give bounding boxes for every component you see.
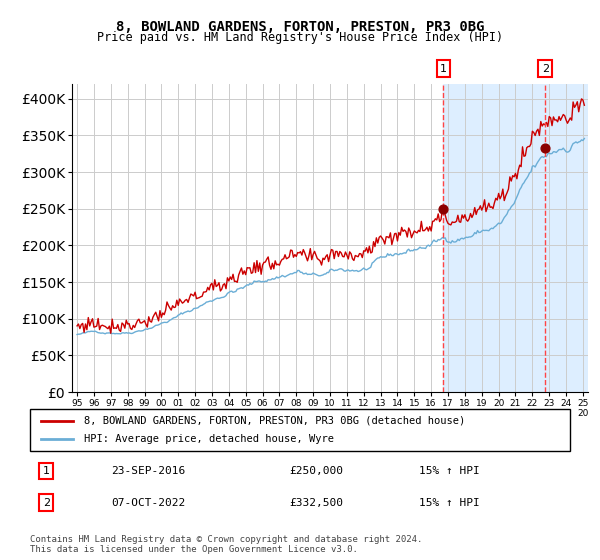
Text: £332,500: £332,500 <box>289 498 343 507</box>
Text: 1: 1 <box>440 64 447 73</box>
Text: 8, BOWLAND GARDENS, FORTON, PRESTON, PR3 0BG: 8, BOWLAND GARDENS, FORTON, PRESTON, PR3… <box>116 20 484 34</box>
FancyBboxPatch shape <box>30 409 570 451</box>
Point <box>439 204 448 213</box>
Text: Price paid vs. HM Land Registry's House Price Index (HPI): Price paid vs. HM Land Registry's House … <box>97 31 503 44</box>
Text: 2: 2 <box>43 498 50 507</box>
Text: 23-SEP-2016: 23-SEP-2016 <box>111 466 185 476</box>
Text: £250,000: £250,000 <box>289 466 343 476</box>
Text: 15% ↑ HPI: 15% ↑ HPI <box>419 466 479 476</box>
Text: 1: 1 <box>43 466 50 476</box>
Text: Contains HM Land Registry data © Crown copyright and database right 2024.
This d: Contains HM Land Registry data © Crown c… <box>30 535 422 554</box>
Text: 07-OCT-2022: 07-OCT-2022 <box>111 498 185 507</box>
Text: 15% ↑ HPI: 15% ↑ HPI <box>419 498 479 507</box>
Bar <box>443 84 592 392</box>
Text: HPI: Average price, detached house, Wyre: HPI: Average price, detached house, Wyre <box>84 434 334 444</box>
Text: 2: 2 <box>542 64 549 73</box>
Point <box>541 144 550 153</box>
Text: 8, BOWLAND GARDENS, FORTON, PRESTON, PR3 0BG (detached house): 8, BOWLAND GARDENS, FORTON, PRESTON, PR3… <box>84 416 465 426</box>
